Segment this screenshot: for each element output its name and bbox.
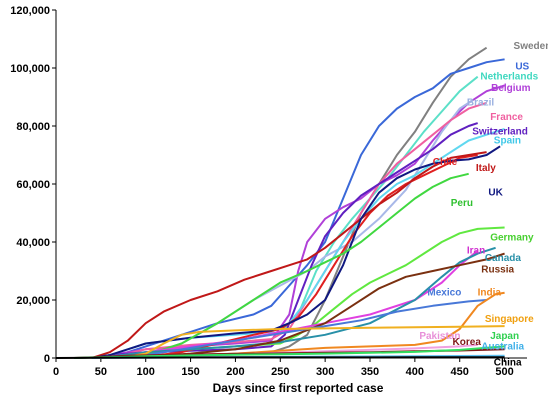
x-tick-label: 200 — [226, 366, 244, 378]
x-tick-label: 300 — [316, 366, 334, 378]
x-tick-label: 400 — [406, 366, 424, 378]
series-label-mexico: Mexico — [427, 288, 461, 299]
series-label-india: India — [478, 288, 502, 299]
y-tick-label: 40,000 — [16, 237, 50, 249]
x-tick-label: 250 — [271, 366, 289, 378]
series-label-france: France — [490, 112, 523, 123]
series-label-canada: Canada — [485, 253, 522, 264]
series-line-japan — [73, 345, 505, 359]
series-label-japan: Japan — [490, 331, 519, 342]
series-label-korea: Korea — [453, 337, 482, 348]
series-label-russia: Russia — [481, 264, 514, 275]
series-line-italy — [91, 151, 487, 359]
series-label-uk: UK — [488, 188, 503, 199]
series-label-china: China — [494, 357, 522, 368]
x-tick-label: 100 — [137, 366, 155, 378]
x-tick-label: 50 — [95, 366, 107, 378]
series-line-uk — [91, 145, 501, 359]
series-label-peru: Peru — [451, 198, 473, 209]
series-label-italy: Italy — [476, 163, 496, 174]
series-label-australia: Australia — [481, 341, 524, 352]
x-tick-label: 500 — [495, 366, 513, 378]
series-label-belgium: Belgium — [491, 83, 531, 94]
series-lines — [55, 46, 505, 359]
series-label-spain: Spain — [494, 135, 521, 146]
y-tick-label: 120,000 — [10, 5, 50, 17]
series-label-pakistan: Pakistan — [419, 331, 460, 342]
series-label-singapore: Singapore — [485, 314, 534, 325]
series-label-chile: Chile — [433, 157, 458, 168]
series-label-iran: Iran — [467, 246, 485, 257]
y-tick-label: 80,000 — [16, 121, 50, 133]
y-tick-label: 60,000 — [16, 179, 50, 191]
series-label-sweden: Sweden — [514, 41, 548, 52]
series-line-peru — [109, 172, 469, 359]
x-tick-label: 350 — [361, 366, 379, 378]
axes: 0 20,000 40,000 60,000 80,000 100,000 120,000 0… — [10, 5, 527, 378]
series-label-switzerland: Switzerland — [472, 127, 528, 138]
x-tick-label: 150 — [181, 366, 199, 378]
x-tick-label: 450 — [451, 366, 469, 378]
y-tick-label: 20,000 — [16, 295, 50, 307]
series-label-netherlands: Netherlands — [480, 72, 538, 83]
series-line-canada — [91, 246, 496, 359]
x-axis-title: Days since first reported case — [213, 381, 384, 395]
series-label-us: US — [515, 61, 529, 72]
series-line-china — [55, 356, 505, 359]
x-tick-label: 0 — [53, 366, 59, 378]
series-label-brazil: Brazil — [467, 98, 494, 109]
series-label-germany: Germany — [490, 233, 534, 244]
y-tick-label: 100,000 — [10, 63, 50, 75]
y-tick-label: 0 — [44, 353, 50, 365]
